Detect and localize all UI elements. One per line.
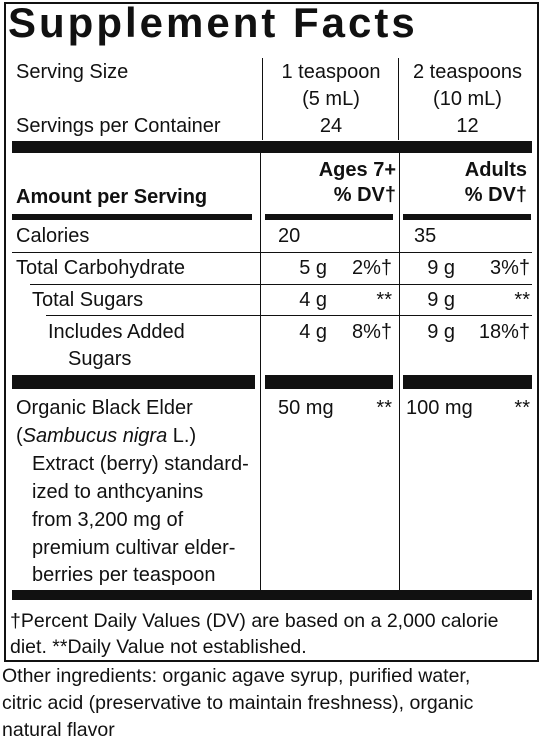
serving-size-col2-line2: (10 mL): [433, 88, 502, 110]
row-added-sugars-name-line2: Sugars: [68, 348, 132, 370]
elder-line3: Extract (berry) standard-: [32, 453, 249, 475]
elder-line2: (Sambucus nigra L.): [16, 424, 196, 448]
row-carb-amt2: 9 g: [427, 257, 455, 279]
elder-line6: premium cultivar elder-: [32, 537, 236, 559]
row-calories-amt1: 20: [278, 225, 301, 247]
row-sugars-dv1: **: [376, 289, 392, 311]
row-carb-dv1: 2%†: [351, 257, 392, 279]
servings-col1: 24: [319, 115, 343, 137]
row-divider-3: [46, 315, 532, 316]
border-right: [537, 2, 539, 662]
thick-bar-top: [12, 141, 532, 153]
row-added-sugars-amt2: 9 g: [427, 321, 455, 343]
row-carb-dv2: 3%†: [489, 257, 530, 279]
servings-col2: 12: [456, 115, 479, 137]
elder-latin-name: Sambucus nigra: [22, 425, 168, 447]
bottom-bar: [12, 590, 532, 600]
section-bar-1: [12, 375, 255, 389]
serving-size-label: Serving Size: [16, 61, 129, 83]
panel-title: Supplement Facts: [8, 0, 418, 46]
elder-line2-close: L.): [167, 425, 197, 447]
row-carb-amt1: 5 g: [299, 257, 327, 279]
row-sugars-dv2: **: [514, 289, 530, 311]
row-divider-1: [12, 252, 532, 253]
amount-per-serving-label: Amount per Serving: [16, 186, 208, 208]
column-divider-1: [260, 153, 261, 590]
col2-header-line1: Adults: [464, 159, 527, 181]
col1-header-line2: % DV†: [333, 184, 396, 206]
section-bar-3: [403, 375, 532, 389]
elder-line4: ized to anthcyanins: [32, 481, 204, 503]
border-left: [4, 2, 6, 662]
border-top: [4, 2, 539, 4]
other-ingredients-line3: natural flavor: [2, 719, 115, 741]
serving-size-col1-line2: (5 mL): [302, 88, 360, 110]
servings-per-container-label: Servings per Container: [16, 115, 221, 137]
other-ingredients-line2: citric acid (preservative to maintain fr…: [2, 692, 474, 714]
header-bar-3: [403, 214, 531, 220]
row-sugars-amt2: 9 g: [427, 289, 455, 311]
section-bar-2: [265, 375, 393, 389]
row-added-sugars-name-line1: Includes Added: [48, 321, 185, 343]
elder-dv2: **: [514, 397, 530, 419]
row-added-sugars-dv2: 18%†: [478, 321, 530, 343]
row-added-sugars-amt1: 4 g: [299, 321, 327, 343]
other-ingredients-line1: Other ingredients: organic agave syrup, …: [2, 665, 471, 687]
row-sugars-name: Total Sugars: [32, 289, 144, 311]
row-added-sugars-dv1: 8%†: [351, 321, 392, 343]
elder-line5: from 3,200 mg of: [32, 509, 184, 531]
serving-divider-mid: [398, 58, 399, 140]
elder-amt2: 100 mg: [406, 397, 473, 419]
elder-dv1: **: [376, 397, 392, 419]
serving-divider-top: [262, 58, 263, 140]
elder-line2-open: (: [16, 425, 23, 447]
header-bar-1: [12, 214, 252, 220]
elder-amt1: 50 mg: [278, 397, 334, 419]
footnote-line2: diet. **Daily Value not established.: [10, 636, 307, 658]
footnote-line1: †Percent Daily Values (DV) are based on …: [10, 610, 499, 632]
serving-size-col1-line1: 1 teaspoon: [281, 61, 381, 83]
row-calories-name: Calories: [16, 225, 90, 247]
col1-header-line1: Ages 7+: [318, 159, 396, 181]
serving-size-col2-line1: 2 teaspoons: [413, 61, 522, 83]
row-calories-amt2: 35: [414, 225, 437, 247]
border-bottom: [4, 660, 539, 662]
col2-header-line2: % DV†: [464, 184, 527, 206]
row-carb-name: Total Carbohydrate: [16, 257, 185, 279]
column-divider-2: [399, 153, 400, 590]
elder-line1: Organic Black Elder: [16, 397, 193, 419]
row-divider-2: [30, 284, 532, 285]
row-sugars-amt1: 4 g: [299, 289, 327, 311]
elder-line7: berries per teaspoon: [32, 564, 216, 586]
header-bar-2: [265, 214, 393, 220]
